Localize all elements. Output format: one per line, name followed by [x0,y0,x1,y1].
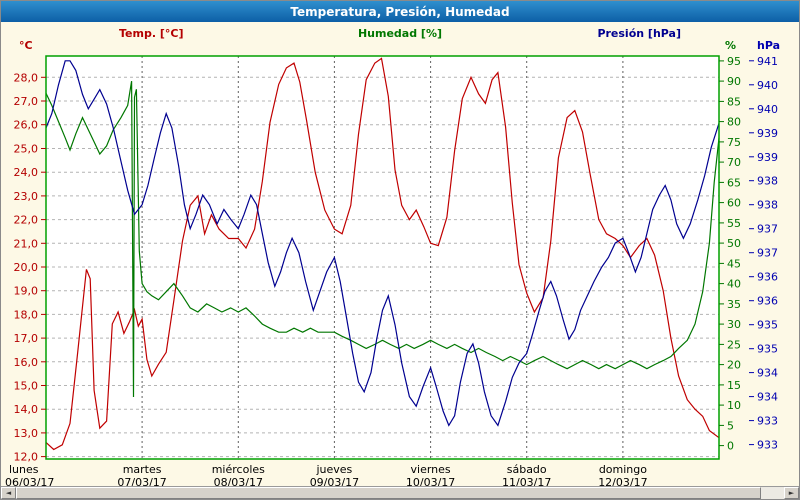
svg-text:25,0: 25,0 [14,143,39,156]
svg-text:80: 80 [727,116,741,129]
svg-text:26,0: 26,0 [14,119,39,132]
svg-text:938: 938 [757,199,778,212]
svg-text:60: 60 [727,197,741,210]
svg-text:75: 75 [727,136,741,149]
day-name-label: lunes [9,463,39,476]
day-name-label: sábado [507,463,547,476]
humidity-axis-unit: % [725,39,737,52]
chart-plot-area: 28,0 27,0 26,0 25,0 24,0 23,0 22,0 21,0 20,0 19,0… [5,55,778,488]
svg-text:25: 25 [727,338,741,351]
svg-text:936: 936 [757,295,778,308]
grid-lines [46,56,719,459]
day-name-label: miércoles [212,463,265,476]
day-date-label: 07/03/17 [117,476,166,488]
day-date-label: 12/03/17 [598,476,647,488]
svg-text:85: 85 [727,95,741,108]
svg-text:938: 938 [757,175,778,188]
temperature-line [45,57,720,451]
svg-text:939: 939 [757,151,778,164]
svg-text:10: 10 [727,399,741,412]
day-date-label: 10/03/17 [406,476,455,488]
day-name-label: jueves [315,463,352,476]
day-name-label: viernes [411,463,451,476]
svg-text:16,0: 16,0 [14,356,39,369]
right-arrow-icon: ► [788,489,795,497]
day-date-label: 09/03/17 [310,476,359,488]
svg-text:24,0: 24,0 [14,166,39,179]
svg-text:939: 939 [757,127,778,140]
svg-text:17,0: 17,0 [14,332,39,345]
svg-text:937: 937 [757,247,778,260]
scroll-right-button[interactable]: ► [784,487,799,499]
svg-text:15,0: 15,0 [14,380,39,393]
scroll-left-button[interactable]: ◄ [1,487,16,499]
svg-text:90: 90 [727,75,741,88]
svg-text:27,0: 27,0 [14,95,39,108]
legend-temperature: Temp. [°C] [119,27,184,40]
svg-text:933: 933 [757,415,778,428]
svg-text:20: 20 [727,359,741,372]
plot-background [46,56,719,459]
window-title: Temperatura, Presión, Humedad [290,4,510,19]
plot-frame [45,55,720,460]
svg-text:15: 15 [727,379,741,392]
svg-text:935: 935 [757,319,778,332]
svg-text:934: 934 [757,391,778,404]
day-date-label: 11/03/17 [502,476,551,488]
svg-text:50: 50 [727,237,741,250]
svg-text:19,0: 19,0 [14,285,39,298]
left-arrow-icon: ◄ [5,489,12,497]
pressure-line [45,60,720,427]
svg-text:933: 933 [757,439,778,452]
svg-text:0: 0 [727,440,734,453]
legend-pressure: Presión [hPa] [597,27,681,40]
svg-text:936: 936 [757,271,778,284]
horizontal-scrollbar[interactable]: ◄ ► [1,486,799,499]
day-name-label: martes [123,463,162,476]
svg-text:35: 35 [727,298,741,311]
scrollbar-thumb[interactable] [16,487,761,499]
svg-text:14,0: 14,0 [14,403,39,416]
svg-text:940: 940 [757,79,778,92]
day-date-label: 06/03/17 [5,476,54,488]
temp-axis-unit: °C [19,39,33,52]
svg-text:45: 45 [727,257,741,270]
svg-text:934: 934 [757,367,778,380]
svg-text:70: 70 [727,156,741,169]
svg-text:21,0: 21,0 [14,237,39,250]
day-name-label: domingo [599,463,647,476]
svg-text:13,0: 13,0 [14,427,39,440]
svg-text:30: 30 [727,318,741,331]
scrollbar-track[interactable] [16,487,784,499]
pressure-axis-ticks: 941 940 940 939 939 938 938 937 937 936 936 935 935 9… [749,55,778,452]
day-date-label: 08/03/17 [214,476,263,488]
svg-text:12,0: 12,0 [14,451,39,464]
svg-text:937: 937 [757,223,778,236]
svg-text:5: 5 [727,419,734,432]
svg-text:40: 40 [727,278,741,291]
pressure-axis-unit: hPa [757,39,781,52]
svg-text:28,0: 28,0 [14,71,39,84]
svg-text:935: 935 [757,343,778,356]
svg-text:55: 55 [727,217,741,230]
svg-text:18,0: 18,0 [14,308,39,321]
title-bar: Temperatura, Presión, Humedad [1,1,799,22]
legend-humidity: Humedad [%] [357,27,443,40]
svg-text:941: 941 [757,55,778,68]
svg-text:95: 95 [727,55,741,68]
svg-text:22,0: 22,0 [14,214,39,227]
svg-text:20,0: 20,0 [14,261,39,274]
svg-text:23,0: 23,0 [14,190,39,203]
temp-axis-ticks: 28,0 27,0 26,0 25,0 24,0 23,0 22,0 21,0 20,0 19,0… [14,71,46,464]
svg-text:940: 940 [757,103,778,116]
svg-text:65: 65 [727,176,741,189]
